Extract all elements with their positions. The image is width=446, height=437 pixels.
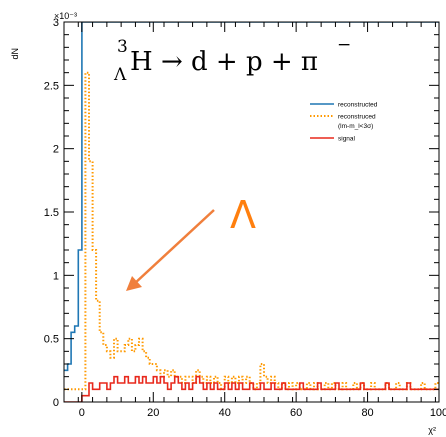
x-tick-label: 20 — [147, 407, 159, 419]
y-tick-label: 1 — [53, 270, 59, 282]
y-tick-label: 1.5 — [44, 207, 59, 219]
y-tick-label: 2 — [53, 144, 59, 156]
legend-label: signal — [338, 136, 356, 143]
y-axis-title: dN — [10, 48, 20, 60]
reaction-pi-superscript: − — [337, 35, 351, 55]
x-tick-label: 100 — [430, 407, 446, 419]
reaction-superscript: 3 — [117, 37, 128, 57]
y-tick-label: 2.5 — [44, 80, 59, 92]
lambda-arrow-head — [126, 276, 142, 291]
x-tick-label: 0 — [79, 407, 85, 419]
reaction-formula: H → d + p + π — [130, 47, 318, 77]
legend-label-line2: (lm-m_l<3σ) — [338, 123, 373, 130]
legend-label: reconstructed — [338, 102, 378, 109]
y-exponent-label: ×10⁻³ — [54, 11, 77, 21]
x-tick-label: 80 — [361, 407, 373, 419]
x-tick-label: 40 — [219, 407, 231, 419]
axes-layer — [63, 21, 440, 403]
lambda-label: Λ — [230, 193, 256, 237]
y-tick-label: 3 — [53, 17, 59, 29]
y-tick-label: 0 — [53, 397, 59, 409]
x-tick-label: 60 — [290, 407, 302, 419]
series-signal-2 — [64, 375, 439, 402]
y-tick-label: 0.5 — [44, 334, 59, 346]
legend-label: reconstruced — [338, 114, 376, 121]
x-axis-title: χ² — [428, 425, 436, 435]
reaction-subscript: Λ — [113, 65, 127, 85]
lambda-arrow-shaft — [133, 209, 215, 285]
